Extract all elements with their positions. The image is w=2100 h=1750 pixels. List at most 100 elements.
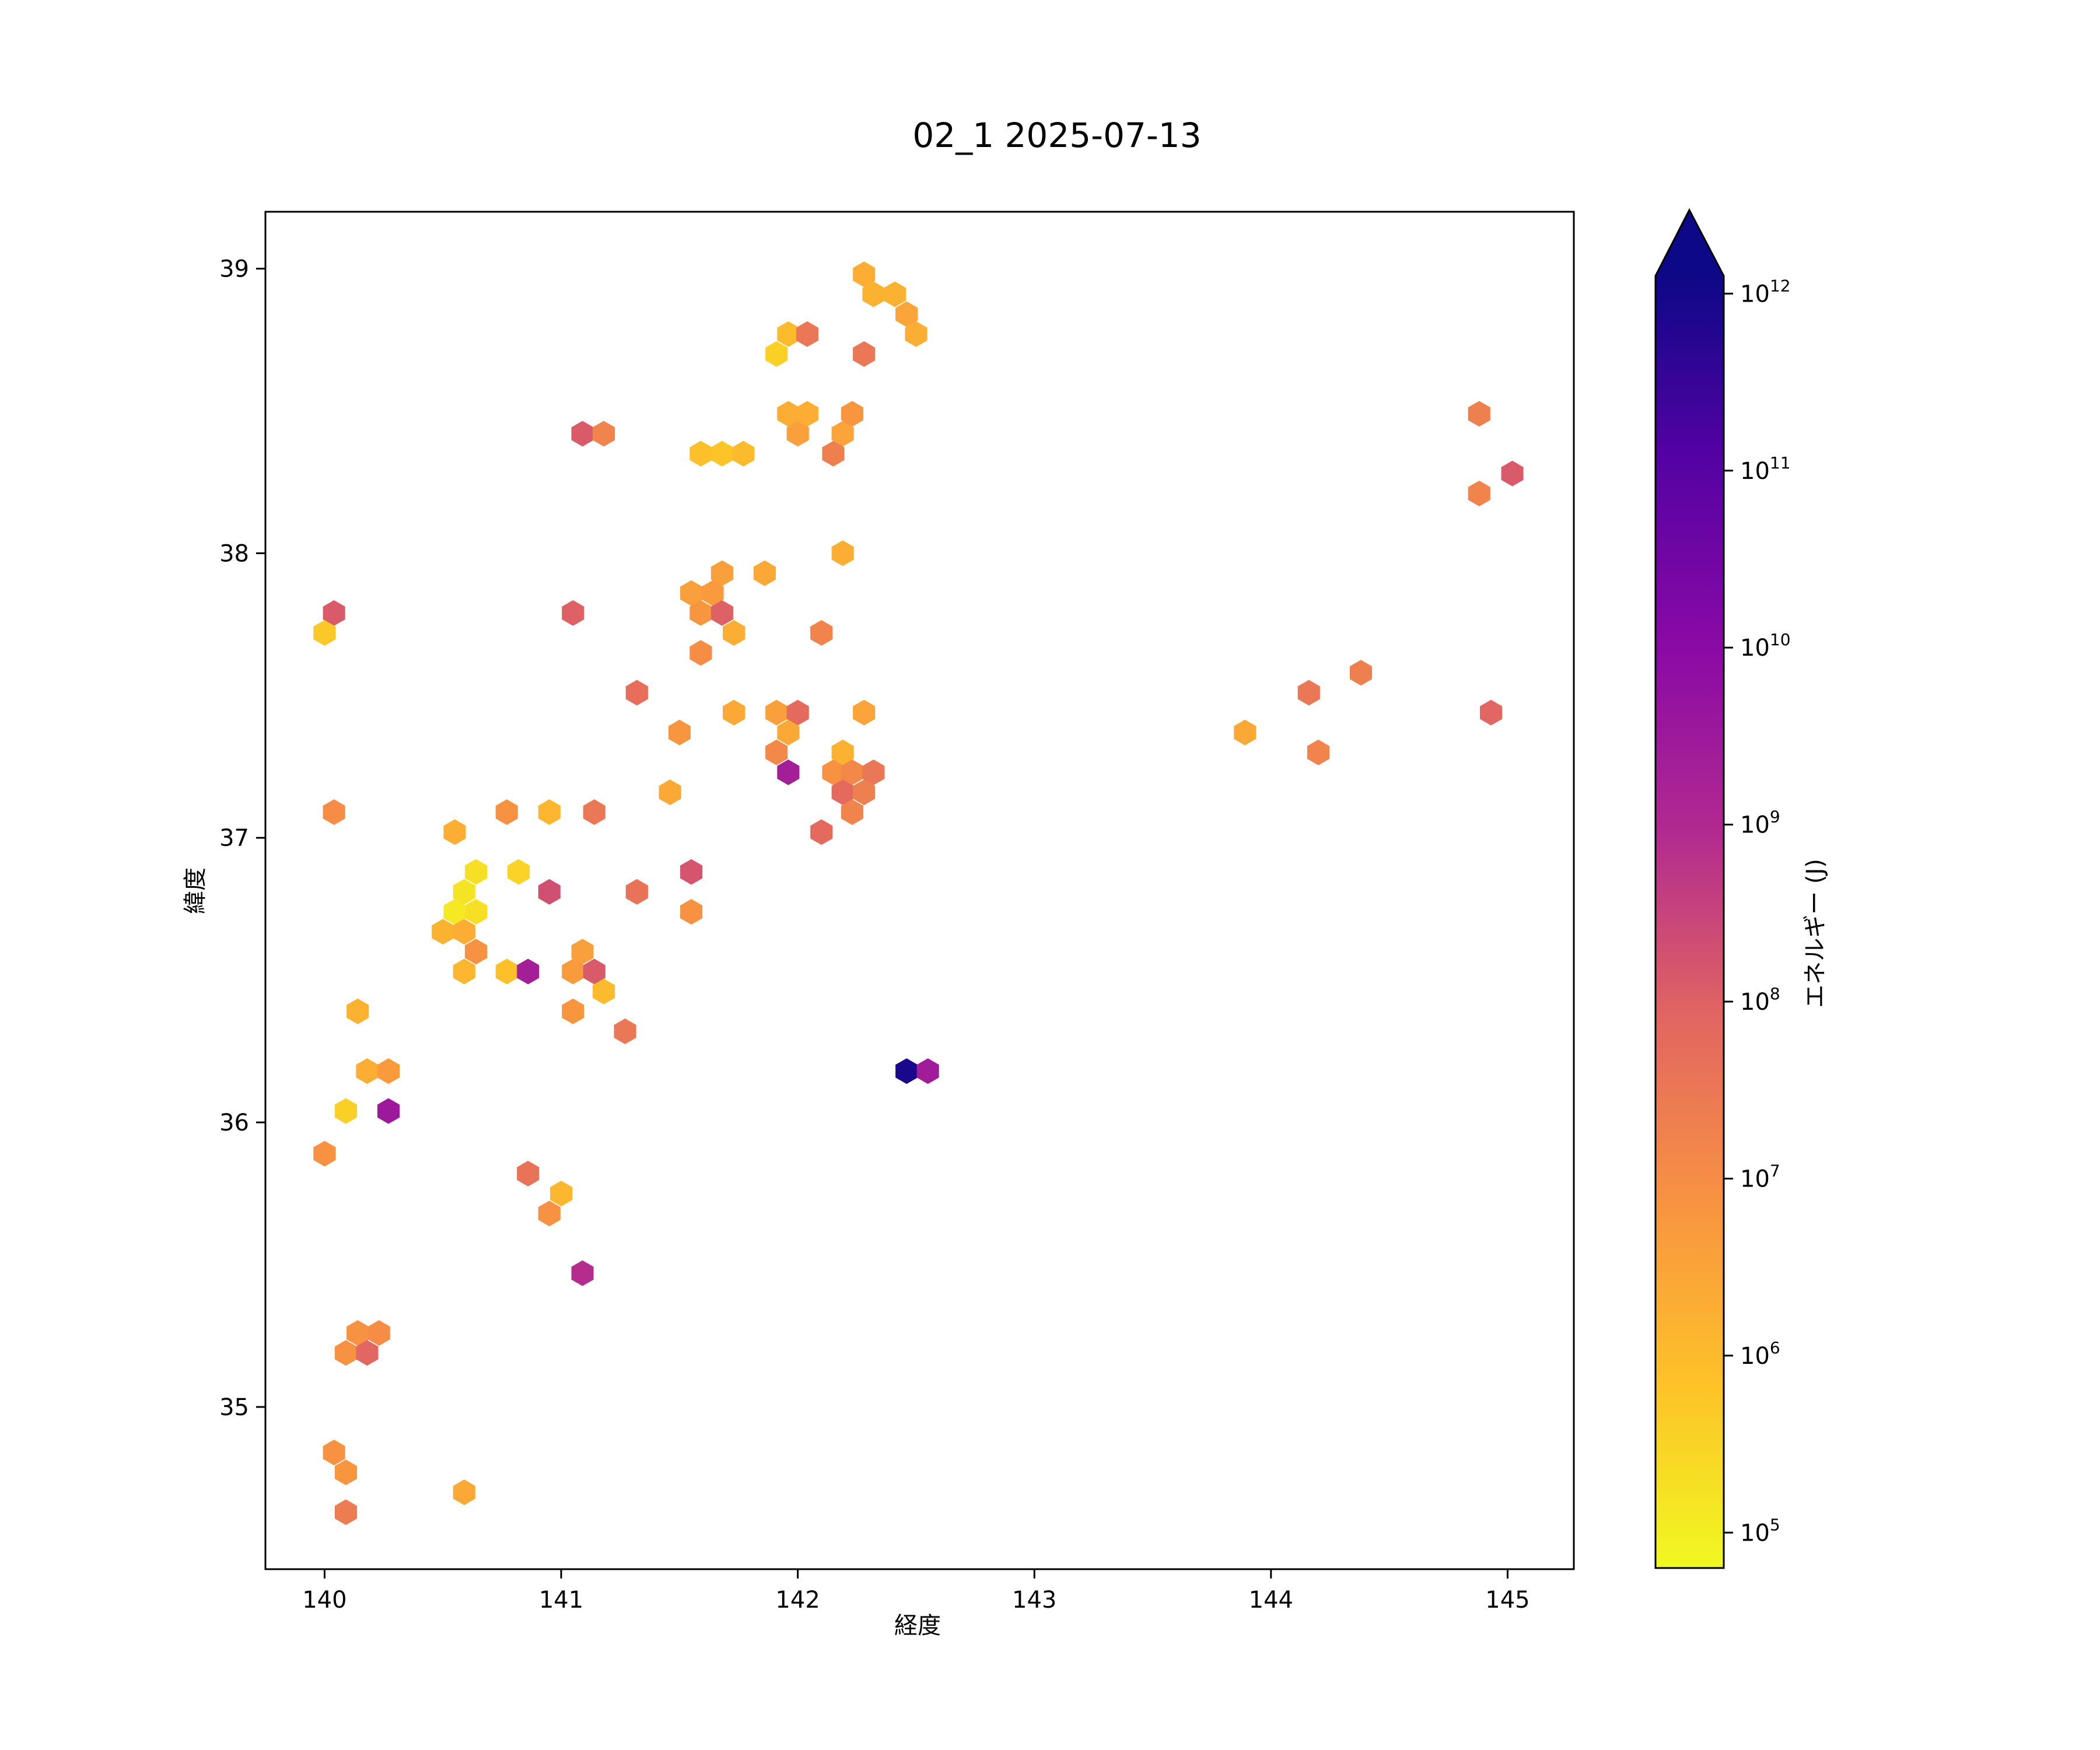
hex-bin xyxy=(905,321,928,347)
hex-bin xyxy=(810,819,833,845)
hex-bin xyxy=(916,1058,939,1084)
hex-bin xyxy=(313,1140,336,1167)
hex-bin xyxy=(593,978,615,1005)
hex-bin xyxy=(810,620,833,646)
hex-bin xyxy=(346,1320,369,1346)
colorbar-tick-label: 108 xyxy=(1740,984,1780,1016)
y-axis-ticks: 35 36 37 38 39 xyxy=(219,256,265,1421)
x-axis-ticks: 140 141 142 143 144 145 xyxy=(302,1569,1530,1614)
y-axis-label: 緯度 xyxy=(182,867,209,914)
plot-frame xyxy=(264,211,1575,1570)
hex-bin xyxy=(614,1019,636,1044)
colorbar-tick-label: 106 xyxy=(1740,1338,1780,1370)
colorbar-label: エネルギー (J) xyxy=(1802,859,1829,1008)
hex-bin xyxy=(668,719,691,746)
hex-bin xyxy=(831,779,854,806)
hex-bin xyxy=(571,939,594,965)
hex-bin xyxy=(323,1440,345,1465)
colorbar-tick-label: 105 xyxy=(1740,1515,1780,1546)
hex-bin xyxy=(323,799,345,825)
hex-bin xyxy=(822,760,845,785)
hex-bin xyxy=(732,440,755,467)
hex-bin xyxy=(377,1098,400,1124)
hex-bin xyxy=(777,401,800,427)
hex-bin xyxy=(517,1160,540,1186)
x-tick-label: 141 xyxy=(539,1587,583,1614)
hex-bin xyxy=(796,321,818,347)
x-tick-label: 143 xyxy=(1012,1587,1056,1614)
hex-bin xyxy=(723,699,746,726)
hex-bin xyxy=(313,620,336,646)
hex-bin xyxy=(550,1181,573,1207)
hex-layer xyxy=(313,261,1524,1525)
hex-bin xyxy=(583,958,606,985)
hex-bin xyxy=(507,859,530,885)
hex-bin xyxy=(1307,739,1329,765)
hex-bin xyxy=(753,560,776,586)
colorbar: 105 106 107 108 109 1010 1011 1012 エネルギー (J) xyxy=(1654,208,1829,1569)
hex-bin xyxy=(883,281,906,307)
colorbar-tick-label: 109 xyxy=(1740,807,1780,839)
hex-bin xyxy=(334,1499,357,1525)
hex-bin xyxy=(765,739,788,765)
hex-bin xyxy=(862,760,885,785)
hex-bin xyxy=(443,899,466,925)
hex-bin xyxy=(765,699,788,726)
hex-bin xyxy=(690,440,712,467)
hex-bin xyxy=(777,719,800,746)
y-tick-label: 37 xyxy=(219,825,249,852)
colorbar-tick-label: 1011 xyxy=(1740,453,1791,485)
hex-bin xyxy=(1501,460,1524,487)
hex-bin xyxy=(895,301,918,327)
hex-bin xyxy=(841,760,863,785)
x-tick-label: 144 xyxy=(1249,1587,1293,1614)
hex-bin xyxy=(895,1058,918,1084)
colorbar-tick-label: 107 xyxy=(1740,1161,1780,1192)
hex-bin xyxy=(464,899,487,925)
hex-bin xyxy=(538,878,561,905)
hex-bin xyxy=(453,958,475,985)
hex-bin xyxy=(765,341,788,367)
hex-bin xyxy=(710,560,733,586)
hex-bin xyxy=(443,819,466,845)
hex-bin xyxy=(777,760,800,785)
y-tick-label: 39 xyxy=(219,256,249,283)
hex-bin xyxy=(831,421,854,447)
x-tick-label: 142 xyxy=(775,1587,820,1614)
hex-bin xyxy=(453,878,475,905)
hex-bin xyxy=(1234,719,1256,746)
hex-bin xyxy=(841,401,863,427)
y-tick-label: 36 xyxy=(219,1110,249,1136)
hex-bin xyxy=(853,779,876,806)
hex-bin xyxy=(831,540,854,566)
hex-bin xyxy=(571,1260,594,1286)
y-tick-label: 38 xyxy=(219,540,249,567)
hex-bin xyxy=(659,779,681,806)
hex-bin xyxy=(1468,401,1490,427)
hex-bin xyxy=(841,799,863,825)
chart-title: 02_1 2025-07-13 xyxy=(912,116,1201,155)
x-tick-label: 145 xyxy=(1485,1587,1530,1614)
hex-bin xyxy=(346,998,369,1024)
hex-bin xyxy=(368,1320,390,1346)
hex-bin xyxy=(796,401,818,427)
hex-bin xyxy=(680,580,703,606)
hex-bin xyxy=(356,1058,379,1084)
hex-bin xyxy=(377,1058,400,1084)
colorbar-tick-label: 1010 xyxy=(1740,630,1791,662)
colorbar-ticks: 105 106 107 108 109 1010 1011 1012 xyxy=(1724,276,1791,1546)
hex-bin xyxy=(517,958,540,985)
hex-bin xyxy=(786,421,809,447)
hex-bin xyxy=(571,421,594,447)
hex-bin xyxy=(432,919,454,945)
hex-bin xyxy=(562,958,584,985)
hex-bin xyxy=(690,640,712,666)
hex-bin xyxy=(1297,680,1320,706)
hex-bin xyxy=(853,261,876,288)
hex-bin xyxy=(334,1340,357,1366)
hex-bin xyxy=(777,321,800,347)
hex-bin xyxy=(853,341,876,367)
colorbar-gradient xyxy=(1656,276,1724,1568)
